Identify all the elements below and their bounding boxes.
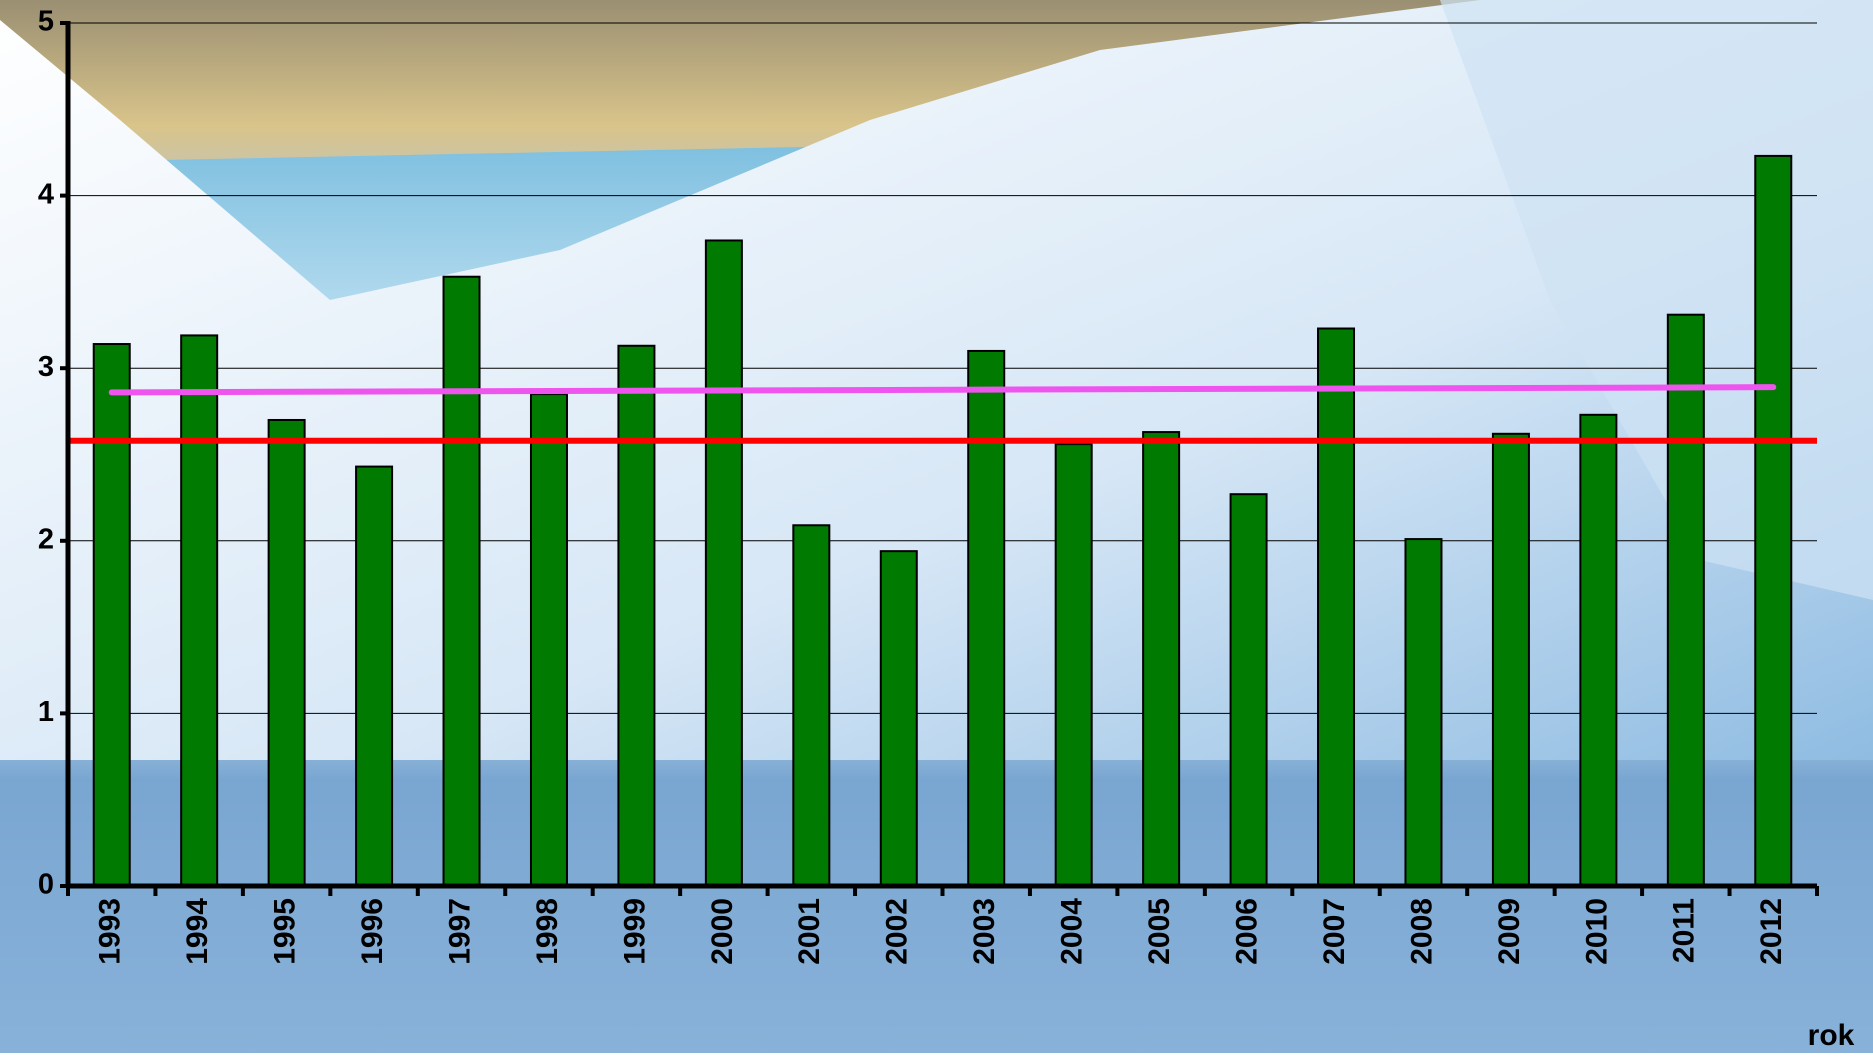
x-tick-label: 2001: [793, 898, 826, 965]
y-tick-label: 5: [38, 6, 54, 38]
x-tick-label: 1998: [531, 898, 564, 965]
x-tick-label: 2008: [1405, 898, 1438, 965]
bar: [706, 240, 742, 886]
bar: [1493, 434, 1529, 886]
x-tick-label: 2003: [968, 898, 1001, 965]
x-tick-label: 1994: [181, 898, 214, 965]
x-tick-label: 1999: [618, 898, 651, 965]
y-tick-label: 1: [38, 696, 54, 728]
bar: [94, 344, 130, 886]
y-tick-label: 4: [38, 178, 54, 210]
bar: [1056, 444, 1092, 886]
x-tick-label: 2007: [1318, 898, 1351, 965]
x-tick-label: 2004: [1056, 898, 1089, 965]
y-tick-label: 0: [38, 869, 54, 901]
bar: [618, 346, 654, 886]
bar: [1231, 494, 1267, 886]
bar: [968, 351, 1004, 886]
page: rok 0 1 2 3 4 5 1993 1994 1995 1996 1997 1998 1999 20…: [0, 0, 1873, 1053]
x-tick-label: 1993: [94, 898, 127, 965]
x-tick-label: 2009: [1493, 898, 1526, 965]
x-axis-label: rok: [1808, 1019, 1855, 1052]
x-tick-label: 2011: [1668, 898, 1701, 963]
x-tick-label: 2012: [1755, 898, 1788, 965]
x-tick-label: 2006: [1230, 898, 1263, 965]
y-tick-label: 3: [38, 351, 54, 383]
x-tick-label: 2000: [706, 898, 739, 965]
bar: [793, 525, 829, 886]
x-tick-label: 2005: [1143, 898, 1176, 965]
bar: [1580, 415, 1616, 886]
bar: [181, 335, 217, 886]
x-tick-label: 2010: [1580, 898, 1613, 965]
bar: [356, 467, 392, 886]
bar: [881, 551, 917, 886]
x-tick-label: 1996: [356, 898, 389, 965]
bar: [269, 420, 305, 886]
x-tick-label: 2002: [881, 898, 914, 965]
bar: [1668, 315, 1704, 886]
x-tick-label: 1995: [269, 898, 302, 965]
bar: [1318, 329, 1354, 886]
y-tick-label: 2: [38, 523, 54, 555]
bar: [444, 277, 480, 886]
chart: rok 0 1 2 3 4 5 1993 1994 1995 1996 1997 1998 1999 20…: [0, 0, 1873, 1053]
bar: [1755, 156, 1791, 886]
x-tick-label: 1997: [443, 898, 476, 965]
bar: [531, 394, 567, 886]
bar: [1405, 539, 1441, 886]
bar: [1143, 432, 1179, 886]
